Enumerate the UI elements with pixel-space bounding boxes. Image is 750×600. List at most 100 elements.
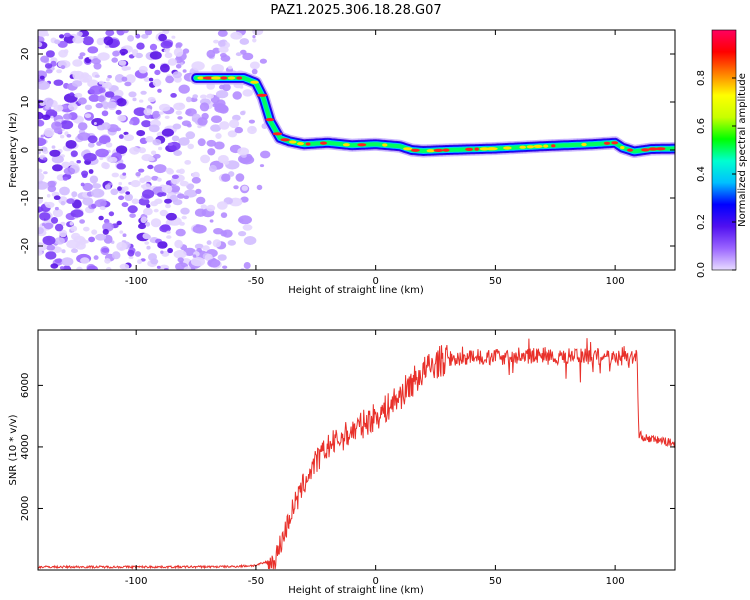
noise-speckle (127, 249, 135, 257)
noise-speckle (172, 71, 182, 79)
noise-speckle (216, 201, 228, 210)
colorbar-frame (711, 29, 737, 271)
spectrogram-xtick-label: 100 (606, 276, 625, 287)
noise-speckle (89, 85, 104, 95)
noise-speckle (131, 198, 140, 205)
ridge-peak (641, 148, 650, 152)
snr-ytick-label: 4000 (20, 434, 31, 459)
ridge-peak (289, 140, 297, 144)
noise-speckle (256, 184, 263, 191)
noise-speckle (95, 148, 109, 158)
ridge-peak (342, 143, 350, 147)
noise-speckle (138, 168, 145, 173)
noise-speckle (175, 42, 182, 49)
noise-speckle (206, 240, 212, 245)
noise-speckle (70, 209, 84, 218)
noise-speckle (70, 150, 78, 157)
noise-speckle (220, 212, 228, 219)
noise-speckle (166, 230, 171, 234)
noise-speckle (38, 172, 45, 182)
noise-speckle (63, 93, 78, 103)
ridge-peak (442, 148, 450, 152)
ridge-peak (250, 80, 259, 84)
noise-speckle (183, 266, 192, 270)
noise-speckle (233, 185, 239, 190)
noise-speckle (139, 99, 144, 103)
noise-speckle (177, 257, 184, 263)
snr-xtick-label: 100 (606, 576, 625, 587)
noise-speckle (252, 38, 257, 43)
noise-speckle (38, 181, 49, 190)
colorbar-tick-label: 0.6 (696, 118, 707, 134)
noise-speckle (140, 216, 148, 224)
spectrogram-y-ticks: -20 -10 0 10 20 (20, 48, 675, 254)
noise-speckle (150, 201, 159, 207)
noise-speckle (196, 196, 206, 205)
noise-speckle (88, 236, 95, 243)
noise-speckle (184, 160, 192, 165)
noise-speckle (38, 30, 49, 37)
noise-speckle (71, 248, 78, 253)
snr-frame (37, 329, 676, 571)
noise-speckle (122, 233, 127, 237)
noise-speckle (63, 49, 69, 54)
spectrogram-ytick-label: -10 (20, 190, 31, 206)
noise-speckle (212, 103, 218, 108)
noise-speckle (112, 50, 120, 57)
ridge-peak (220, 76, 228, 80)
noise-speckle (207, 148, 216, 156)
noise-speckle (148, 124, 160, 133)
noise-speckle (150, 218, 162, 228)
noise-speckle (174, 239, 183, 249)
noise-speckle (232, 91, 242, 100)
noise-speckle (238, 231, 247, 237)
noise-speckle (117, 114, 127, 122)
noise-speckle (124, 81, 132, 87)
colorbar-tick-label: 0.4 (696, 166, 707, 182)
noise-speckle (83, 77, 89, 83)
noise-speckle (123, 66, 129, 71)
noise-speckle (138, 197, 150, 206)
noise-speckle (187, 143, 194, 150)
noise-speckle (62, 176, 68, 181)
noise-speckles (38, 30, 271, 270)
noise-speckle (148, 77, 154, 82)
spectrogram-ytick-label: 0 (20, 147, 31, 153)
noise-speckle (51, 155, 64, 164)
noise-speckle (240, 196, 249, 203)
noise-speckle (178, 102, 184, 107)
noise-speckle (213, 39, 219, 44)
noise-speckle (164, 52, 173, 59)
noise-speckle (157, 241, 168, 249)
noise-speckle (96, 37, 105, 46)
ridge-peak (620, 146, 625, 150)
noise-speckle (124, 193, 133, 202)
noise-speckle (200, 204, 207, 209)
noise-speckle (95, 102, 103, 109)
noise-speckle (98, 80, 104, 85)
noise-speckle (175, 64, 182, 69)
noise-speckle (116, 30, 125, 36)
noise-speckle (39, 75, 45, 80)
ridge-peak (648, 147, 658, 151)
noise-speckle (206, 139, 217, 147)
noise-speckle (145, 221, 151, 227)
noise-speckle (38, 250, 43, 256)
noise-speckle (190, 97, 198, 103)
noise-speckle (125, 191, 131, 195)
noise-speckle (95, 233, 106, 241)
noise-speckle (53, 79, 64, 86)
noise-speckle (115, 109, 122, 115)
ridge-peak (236, 76, 243, 80)
noise-speckle (212, 239, 222, 248)
noise-speckle (88, 169, 94, 174)
noise-speckle (161, 184, 173, 193)
noise-speckle (197, 138, 206, 147)
noise-speckle (38, 35, 45, 44)
noise-speckle (137, 259, 142, 264)
ridge-peak (426, 149, 435, 153)
colorbar-gradient (712, 30, 736, 270)
noise-speckle (214, 104, 229, 113)
noise-speckle (97, 52, 110, 61)
noise-speckle (192, 171, 200, 179)
